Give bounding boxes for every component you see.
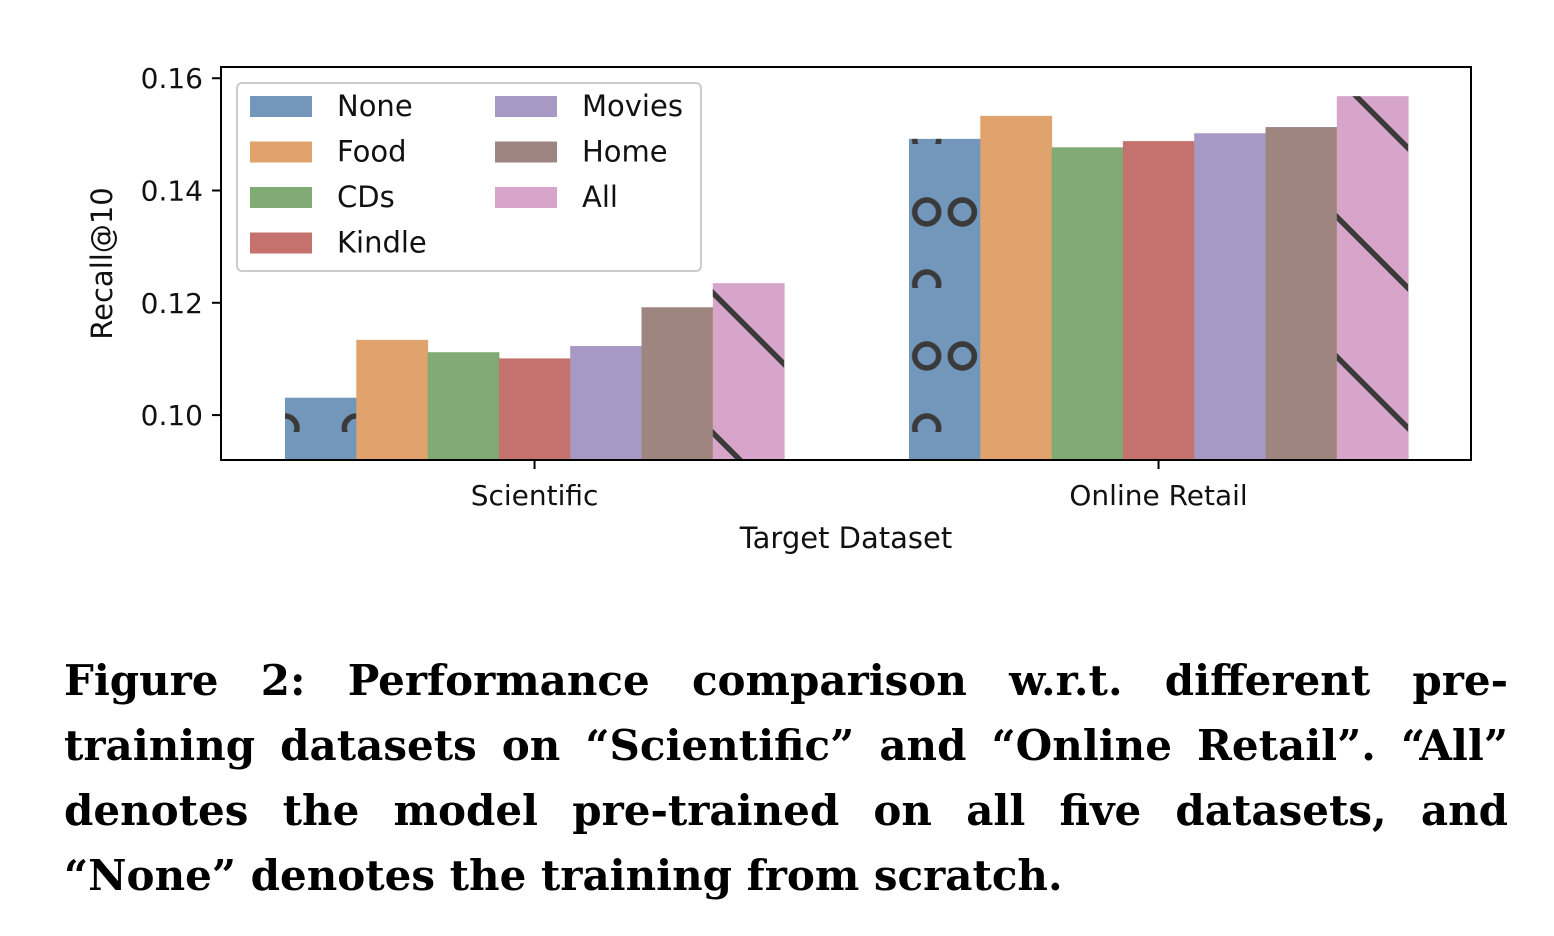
legend-item-food: Food xyxy=(250,135,407,169)
bar-none-online-retail xyxy=(909,138,981,460)
legend: None Food CDs Kindle Movies Home All xyxy=(236,82,702,272)
legend-label: All xyxy=(582,180,618,214)
bar-chart: 0.10 0.12 0.14 0.16 Scientific Online Retail T… xyxy=(85,62,1472,555)
y-axis-label: Recall@10 xyxy=(85,187,119,339)
legend-item-cds: CDs xyxy=(250,180,395,214)
bar-movies-online-retail xyxy=(1194,133,1266,460)
legend-swatch xyxy=(495,187,557,208)
legend-swatch xyxy=(250,96,312,117)
legend-label: Kindle xyxy=(337,226,427,260)
x-axis-label: Target Dataset xyxy=(739,521,953,555)
legend-swatch xyxy=(250,141,312,163)
bar-cds-online-retail xyxy=(1051,147,1124,460)
legend-swatch xyxy=(495,96,557,117)
legend-label: CDs xyxy=(337,180,395,214)
y-tick-label: 0.10 xyxy=(141,399,203,432)
bar-kindle-scientific xyxy=(498,358,571,460)
legend-label: None xyxy=(337,89,413,123)
y-tick-label: 0.12 xyxy=(141,287,203,320)
bar-cds-scientific xyxy=(427,352,500,460)
bar-home-online-retail xyxy=(1265,127,1338,460)
legend-item-all: All xyxy=(495,180,618,214)
bar-all-scientific xyxy=(712,283,785,460)
x-tick-label: Scientific xyxy=(471,479,599,512)
bar-all-online-retail xyxy=(1336,96,1409,460)
legend-label: Food xyxy=(337,135,407,169)
legend-item-none: None xyxy=(250,89,413,123)
bar-none-scientific xyxy=(285,397,357,460)
bars xyxy=(285,96,1409,460)
legend-swatch xyxy=(495,141,557,163)
bar-movies-scientific xyxy=(570,346,642,460)
bar-chart-figure: 0.10 0.12 0.14 0.16 Scientific Online Retail T… xyxy=(85,62,1472,555)
legend-box xyxy=(236,82,702,272)
y-tick-label: 0.14 xyxy=(141,175,203,208)
bar-food-scientific xyxy=(356,339,429,460)
legend-item-home: Home xyxy=(495,135,668,169)
legend-item-kindle: Kindle xyxy=(250,226,427,260)
plot-frame xyxy=(220,66,1472,461)
bar-food-online-retail xyxy=(980,115,1053,460)
figure-caption: Figure 2: Performance comparison w.r.t. … xyxy=(64,656,1508,900)
legend-label: Movies xyxy=(582,89,683,123)
x-tick-label: Online Retail xyxy=(1069,479,1247,512)
legend-label: Home xyxy=(582,135,668,169)
legend-item-movies: Movies xyxy=(495,89,683,123)
bar-kindle-online-retail xyxy=(1122,141,1195,460)
y-tick-label: 0.16 xyxy=(141,62,203,95)
bar-home-scientific xyxy=(641,307,714,460)
legend-swatch xyxy=(250,187,312,208)
legend-swatch xyxy=(250,232,312,254)
